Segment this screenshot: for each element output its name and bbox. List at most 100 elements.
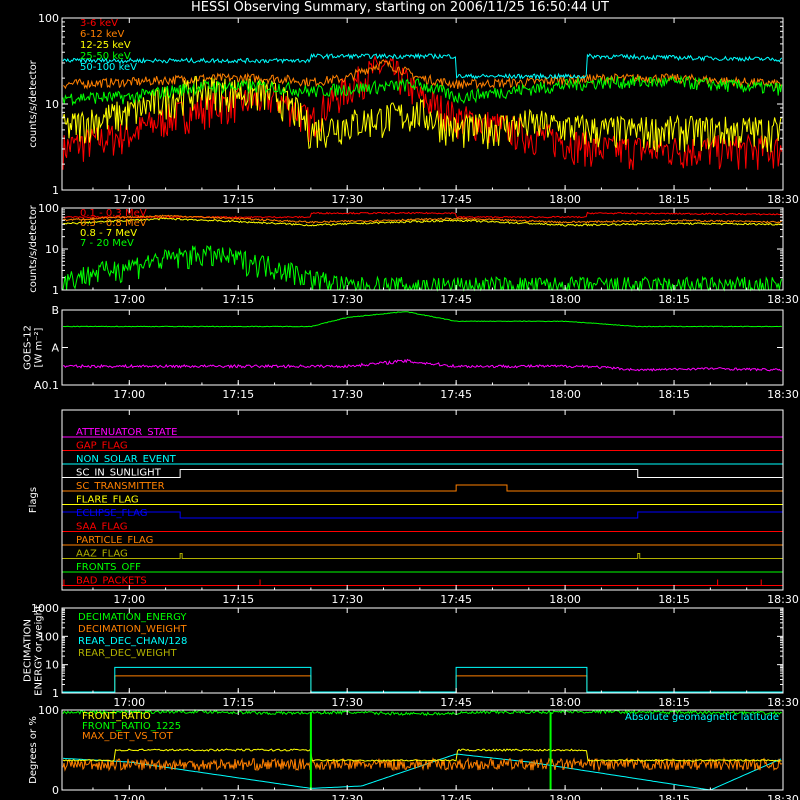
series-line-3-6kev xyxy=(62,55,783,170)
y-tick-label: 10 xyxy=(45,659,59,672)
y-tick-label: 100 xyxy=(38,704,59,717)
flag-label-sc_transmitter: SC_TRANSMITTER xyxy=(76,481,165,492)
annotation-geomag: Absolute geomagnetic latitude xyxy=(625,712,779,723)
y-axis-label-4: Flags xyxy=(28,487,39,513)
x-tick-label: 17:00 xyxy=(113,696,145,709)
legend-entry: FRONT_RATIO xyxy=(82,711,151,722)
flag-line-sc_transmitter xyxy=(62,484,783,492)
x-tick-label: 17:30 xyxy=(331,696,363,709)
series-line-1 xyxy=(62,214,782,224)
x-tick-label: 18:00 xyxy=(549,293,581,306)
front-ratio-line xyxy=(62,748,782,762)
y-axis-label-5: ENERGY or weight xyxy=(34,605,45,696)
x-tick-label: 18:15 xyxy=(658,696,690,709)
y-tick-label: B xyxy=(51,304,59,317)
y-axis-label-2: counts/s/detector xyxy=(28,204,39,292)
y-tick-label: A0.1 xyxy=(34,379,59,392)
x-tick-label: 17:00 xyxy=(113,793,145,800)
decimation-line-1 xyxy=(62,675,783,693)
x-tick-label: 18:00 xyxy=(549,593,581,606)
legend-entry: DECIMATION_ENERGY xyxy=(78,612,187,623)
y-axis-label-3: GOES-12 xyxy=(23,325,34,370)
x-tick-label: 18:15 xyxy=(658,293,690,306)
x-tick-label: 17:30 xyxy=(331,388,363,401)
y-axis-label-5: DECIMATION xyxy=(23,619,34,682)
legend-entry: 0.3 - 0.8 MeV xyxy=(80,218,147,229)
x-tick-label: 18:15 xyxy=(658,193,690,206)
series-line-3 xyxy=(62,245,783,292)
flag-label-gap_flag: GAP_FLAG xyxy=(76,441,128,452)
panel-frame-4 xyxy=(61,409,784,591)
x-tick-label: 17:30 xyxy=(331,193,363,206)
y-axis-label-6: Degrees or % xyxy=(28,716,39,784)
y-tick-label: 10 xyxy=(45,98,59,111)
x-tick-label: 18:15 xyxy=(658,388,690,401)
panel-frame-3 xyxy=(61,309,784,386)
x-tick-label: 18:30 xyxy=(767,193,799,206)
x-tick-label: 17:00 xyxy=(113,193,145,206)
x-tick-label: 18:30 xyxy=(767,293,799,306)
y-tick-label: 100 xyxy=(38,12,59,25)
y-axis-label-3: [W m⁻²] xyxy=(34,327,45,367)
flag-label-saa_flag: SAA_FLAG xyxy=(76,522,127,533)
x-tick-label: 18:00 xyxy=(549,793,581,800)
x-tick-label: 18:30 xyxy=(767,696,799,709)
flag-label-aaz_flag: AAZ_FLAG xyxy=(76,549,128,560)
legend-entry: FRONT_RATIO_1225 xyxy=(82,721,181,732)
y-axis-label-1: counts/s/detector xyxy=(28,59,39,147)
flag-label-particle_flag: PARTICLE_FLAG xyxy=(76,535,153,546)
x-tick-label: 17:30 xyxy=(331,593,363,606)
x-tick-label: 17:15 xyxy=(222,388,254,401)
legend-entry: 50-100 keV xyxy=(80,62,137,73)
y-tick-label: 0 xyxy=(52,784,59,797)
legend-entry: 25-50 keV xyxy=(80,51,131,62)
y-tick-label: 100 xyxy=(38,202,59,215)
legend-entry: REAR_DEC_WEIGHT xyxy=(78,648,177,659)
series-line-2 xyxy=(62,217,783,227)
series-line-6-12kev xyxy=(62,59,783,90)
x-tick-label: 18:30 xyxy=(767,388,799,401)
panel-frame-5 xyxy=(61,607,784,694)
x-tick-label: 17:00 xyxy=(113,293,145,306)
series-line-50-100kev xyxy=(62,52,783,81)
x-tick-label: 17:45 xyxy=(440,593,472,606)
x-tick-label: 18:30 xyxy=(767,793,799,800)
x-tick-label: 18:00 xyxy=(549,388,581,401)
legend-entry: 7 - 20 MeV xyxy=(80,238,134,249)
legend-entry: REAR_DEC_CHAN/128 xyxy=(78,636,187,647)
flag-line-aaz_flag xyxy=(62,553,783,559)
flag-label-fronts_off: FRONTS_OFF xyxy=(76,562,141,573)
y-tick-label: A xyxy=(51,342,59,355)
x-tick-label: 17:15 xyxy=(222,696,254,709)
x-tick-label: 17:15 xyxy=(222,793,254,800)
y-tick-label: 1 xyxy=(52,284,59,297)
x-tick-label: 18:00 xyxy=(549,193,581,206)
flag-label-attenuator_state: ATTENUATOR_STATE xyxy=(76,427,177,438)
y-tick-label: 10 xyxy=(45,243,59,256)
series-line-25-50kev xyxy=(62,74,783,107)
x-tick-label: 17:15 xyxy=(222,193,254,206)
legend-entry: 0.8 - 7 MeV xyxy=(80,228,137,239)
legend-entry: 0.1 - 0.3 MeV xyxy=(80,208,147,219)
x-tick-label: 18:00 xyxy=(549,696,581,709)
legend-entry: MAX_DET_VS_TOT xyxy=(82,731,174,742)
x-tick-label: 18:15 xyxy=(658,793,690,800)
legend-entry: 6-12 keV xyxy=(80,29,124,40)
x-tick-label: 17:00 xyxy=(113,388,145,401)
x-tick-label: 17:45 xyxy=(440,793,472,800)
goes-short-line xyxy=(63,358,782,372)
flag-label-eclipse_flag: ECLIPSE_FLAG xyxy=(76,508,147,519)
x-tick-label: 17:45 xyxy=(440,388,472,401)
plot-title: HESSI Observing Summary, starting on 200… xyxy=(191,0,609,15)
goes-long-line xyxy=(63,311,782,328)
y-tick-label: 100 xyxy=(38,630,59,643)
flag-line-sc_in_sunlight xyxy=(62,469,783,478)
flag-label-bad_packets: BAD_PACKETS xyxy=(76,576,147,587)
y-tick-label: 1000 xyxy=(31,602,59,615)
x-tick-label: 17:30 xyxy=(331,293,363,306)
y-tick-label: 1 xyxy=(52,184,59,197)
x-tick-label: 18:15 xyxy=(658,593,690,606)
x-tick-label: 17:15 xyxy=(222,293,254,306)
decimation-line-2 xyxy=(62,666,783,693)
